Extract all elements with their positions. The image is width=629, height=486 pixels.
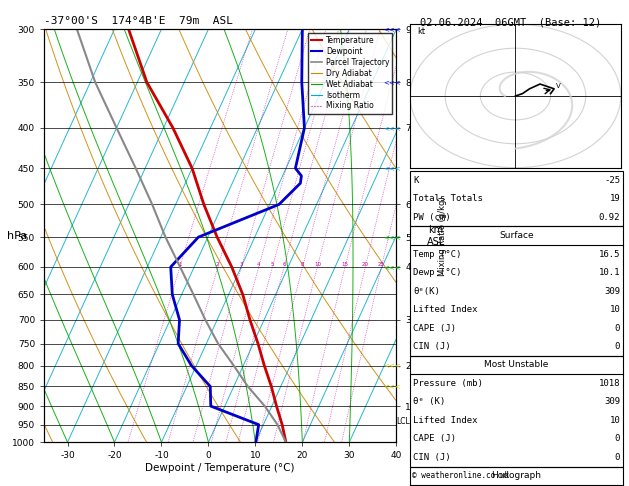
Text: Totals Totals: Totals Totals: [413, 194, 483, 203]
Text: 10: 10: [610, 305, 620, 314]
Text: 02.06.2024  06GMT  (Base: 12): 02.06.2024 06GMT (Base: 12): [420, 17, 601, 27]
Text: 25: 25: [378, 262, 385, 267]
Text: LCL: LCL: [397, 417, 410, 426]
Text: Hodograph: Hodograph: [491, 471, 542, 480]
Text: K: K: [413, 176, 419, 185]
Text: Lifted Index: Lifted Index: [413, 416, 478, 425]
Text: 0: 0: [615, 434, 620, 443]
Text: 10: 10: [314, 262, 321, 267]
Text: 309: 309: [604, 287, 620, 295]
Text: 10.1: 10.1: [599, 268, 620, 277]
Text: 1: 1: [178, 262, 182, 267]
Text: kt: kt: [417, 27, 425, 36]
Legend: Temperature, Dewpoint, Parcel Trajectory, Dry Adiabat, Wet Adiabat, Isotherm, Mi: Temperature, Dewpoint, Parcel Trajectory…: [308, 33, 392, 114]
Text: CIN (J): CIN (J): [413, 453, 451, 462]
Text: 0: 0: [615, 342, 620, 351]
Text: 20: 20: [362, 262, 369, 267]
Text: 3: 3: [240, 262, 243, 267]
Text: Pressure (mb): Pressure (mb): [413, 379, 483, 388]
Text: 0: 0: [615, 324, 620, 332]
Text: Most Unstable: Most Unstable: [484, 361, 548, 369]
Text: Dewp (°C): Dewp (°C): [413, 268, 462, 277]
Text: Lifted Index: Lifted Index: [413, 305, 478, 314]
Text: CIN (J): CIN (J): [413, 342, 451, 351]
Text: <<<: <<<: [384, 26, 401, 32]
Text: PW (cm): PW (cm): [413, 213, 451, 222]
Text: Temp (°C): Temp (°C): [413, 250, 462, 259]
Text: © weatheronline.co.uk: © weatheronline.co.uk: [412, 471, 509, 480]
Y-axis label: km
ASL: km ASL: [427, 225, 445, 246]
Text: 8: 8: [301, 262, 304, 267]
Text: 16.5: 16.5: [599, 250, 620, 259]
Text: θᵉ (K): θᵉ (K): [413, 398, 445, 406]
Text: hPa: hPa: [8, 231, 28, 241]
Text: 19: 19: [610, 194, 620, 203]
Text: <<<: <<<: [384, 264, 401, 270]
Text: -37°00'S  174°4B'E  79m  ASL: -37°00'S 174°4B'E 79m ASL: [44, 16, 233, 26]
Text: θᵉ(K): θᵉ(K): [413, 287, 440, 295]
Text: 0: 0: [615, 453, 620, 462]
Text: 5: 5: [270, 262, 274, 267]
Text: -25: -25: [604, 176, 620, 185]
Text: 1018: 1018: [599, 379, 620, 388]
Text: CAPE (J): CAPE (J): [413, 434, 456, 443]
Text: V: V: [556, 83, 560, 88]
Text: 10: 10: [610, 416, 620, 425]
Text: 2: 2: [216, 262, 220, 267]
Text: CAPE (J): CAPE (J): [413, 324, 456, 332]
Text: 4: 4: [257, 262, 260, 267]
Text: <<<: <<<: [384, 383, 401, 389]
Text: <<<: <<<: [384, 363, 401, 369]
Text: 15: 15: [342, 262, 348, 267]
Text: <<<: <<<: [384, 125, 401, 131]
Text: 309: 309: [604, 398, 620, 406]
Text: <<<: <<<: [384, 165, 401, 171]
Text: <<<: <<<: [384, 79, 401, 85]
X-axis label: Dewpoint / Temperature (°C): Dewpoint / Temperature (°C): [145, 463, 295, 473]
Text: 0.92: 0.92: [599, 213, 620, 222]
Text: <<<: <<<: [384, 234, 401, 240]
Text: Mixing Ratio (g/kg): Mixing Ratio (g/kg): [438, 196, 447, 276]
Text: Surface: Surface: [499, 231, 534, 240]
Text: 6: 6: [282, 262, 286, 267]
